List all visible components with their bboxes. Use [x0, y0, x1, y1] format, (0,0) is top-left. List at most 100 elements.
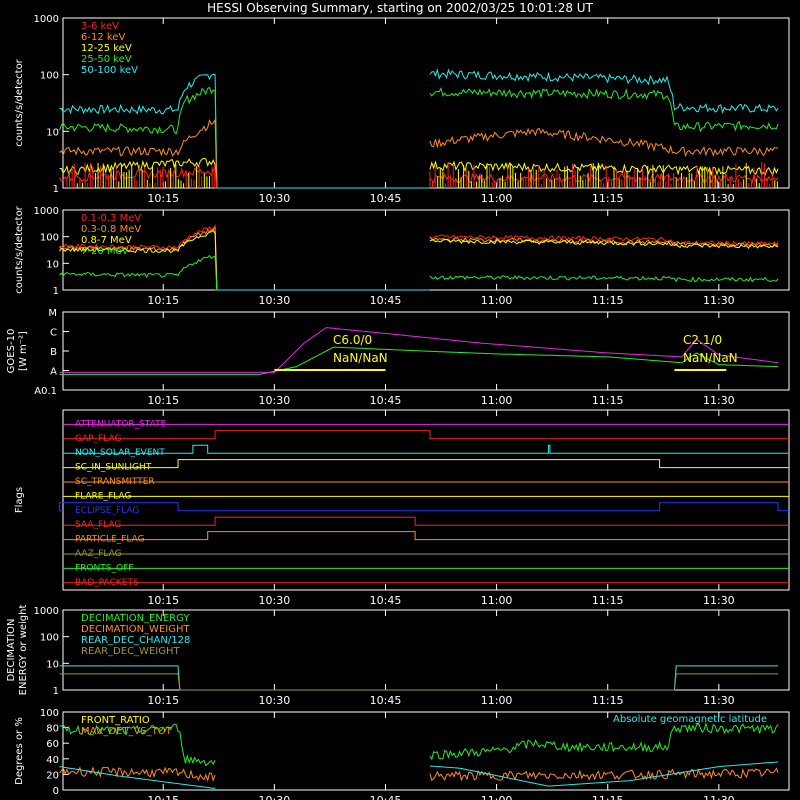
ratio-ytick-label: 60	[46, 739, 59, 750]
flags-xtick-label: 10:45	[370, 594, 402, 607]
flags-xtick-label: 10:30	[259, 594, 291, 607]
goes-annotation-1: NaN/NaN	[333, 351, 388, 365]
hi_energy-ytick-label: 1000	[34, 206, 59, 217]
goes-ytick-label: C	[50, 328, 57, 339]
ratio-xtick-label: 10:45	[370, 794, 402, 800]
hi_energy-ytick-label: 1	[53, 286, 59, 297]
lo_energy-series-3	[59, 157, 779, 189]
lo_energy-ytick-label: 1	[53, 184, 59, 195]
decimation-ytick-label: 1000	[34, 606, 59, 617]
goes-xtick-label: 10:45	[370, 394, 402, 407]
ratio-ytick-label: 20	[46, 770, 59, 781]
hi_energy-ytick-label: 100	[40, 233, 59, 244]
ratio-ytick-label: 100	[40, 708, 59, 719]
flag-line-1	[63, 430, 789, 440]
ratio-xtick-label: 11:00	[481, 794, 513, 800]
goes-xtick-label: 10:30	[259, 394, 291, 407]
goes-series-1	[59, 327, 779, 373]
decimation-ylabel: ENERGY or weight	[18, 605, 29, 696]
hi_energy-xtick-label: 10:15	[147, 294, 179, 307]
flag-label-6: ECLIPSE_FLAG	[75, 506, 139, 516]
hi_energy-xtick-label: 11:00	[481, 294, 513, 307]
goes-xtick-label: 11:15	[592, 394, 624, 407]
ratio-xtick-label: 11:30	[703, 794, 735, 800]
hi_energy-xtick-label: 11:30	[703, 294, 735, 307]
lo_energy-legend-0: 3-6 keV	[81, 21, 119, 32]
flag-line-8	[63, 531, 789, 541]
lo_energy-frame	[62, 17, 790, 189]
lo_energy-xtick-label: 10:15	[147, 192, 179, 205]
decimation-xtick-label: 10:30	[259, 694, 291, 707]
ratio-ytick-label: 0	[53, 786, 59, 797]
lo_energy-xtick-label: 10:45	[370, 192, 402, 205]
ratio-ytick-label: 40	[46, 755, 59, 766]
ratio-legend-0: FRONT_RATIO	[81, 715, 150, 726]
figure-title: HESSI Observing Summary, starting on 200…	[207, 1, 593, 15]
decimation-ylabel: DECIMATION	[6, 618, 17, 681]
hi_energy-ylabel: counts/s/detector	[14, 205, 25, 293]
lo_energy-legend-3: 25-50 keV	[81, 54, 132, 65]
flags-xtick-label: 11:30	[703, 594, 735, 607]
hi_energy-xtick-label: 10:30	[259, 294, 291, 307]
lo_energy-ylabel: counts/s/detector	[14, 58, 25, 146]
flag-line-3	[63, 459, 789, 469]
goes-ylabel: GOES-10	[6, 329, 17, 374]
hi_energy-series-3	[59, 254, 779, 291]
lo_energy-xtick-label: 11:30	[703, 192, 735, 205]
lo_energy-xtick-label: 11:00	[481, 192, 513, 205]
ratio-ylabel: Degrees or %	[14, 717, 25, 785]
lo_energy-series-4	[59, 167, 779, 189]
lo_energy-legend-4: 50-100 keV	[81, 65, 138, 76]
lo_energy-ytick-label: 10	[46, 127, 59, 138]
hi_energy-legend-0: 0.1-0.3 MeV	[81, 213, 141, 224]
goes-xtick-label: 11:30	[703, 394, 735, 407]
lo_energy-series-1	[59, 86, 779, 189]
goes-xtick-label: 11:00	[481, 394, 513, 407]
ratio-ytick-label: 80	[46, 724, 59, 735]
goes-xtick-label: 10:15	[147, 394, 179, 407]
hi_energy-xtick-label: 10:45	[370, 294, 402, 307]
ratio-xtick-label: 10:30	[259, 794, 291, 800]
lo_energy-xtick-label: 11:15	[592, 192, 624, 205]
goes-ylabel: [W m⁻²]	[18, 331, 29, 371]
ratio-legend-right: Absolute geomagnetic latitude	[613, 714, 767, 725]
hi_energy-series-0	[59, 223, 779, 291]
decimation-legend-1: DECIMATION_WEIGHT	[81, 624, 190, 635]
ratio-legend-1: MAX_DET_VS_TOT	[81, 726, 173, 737]
lo_energy-panel: 10:15 10:30 10:45 11:00 11:15 11:30 counts/s/d…	[14, 14, 790, 205]
hi_energy-panel: 10:15 10:30 10:45 11:00 11:15 11:30 counts/s/d…	[14, 205, 790, 307]
hi_energy-legend-3: 7-20 MeV	[81, 246, 129, 257]
goes-series-0	[59, 346, 779, 375]
ratio-series-0	[59, 721, 779, 767]
flag-line-7	[63, 516, 789, 526]
lo_energy-legend-1: 6-12 keV	[81, 32, 125, 43]
ratio-panel: 10:15 10:30 10:45 11:00 11:15 11:30 Degrees or…	[14, 708, 790, 800]
lo_energy-ytick-label: 1000	[34, 14, 59, 25]
goes-ytick-label: A0.1	[34, 386, 57, 397]
goes-ytick-label: M	[48, 308, 57, 319]
decimation-legend-3: REAR_DEC_WEIGHT	[81, 646, 180, 657]
decimation-xtick-label: 11:30	[703, 694, 735, 707]
goes-annotation-0: C6.0/0	[333, 333, 372, 347]
decimation-xtick-label: 11:15	[592, 694, 624, 707]
hi_energy-series-2	[59, 229, 779, 291]
goes-panel: 10:15 10:30 10:45 11:00 11:15 11:30 GOES-10 [W …	[6, 308, 790, 407]
hi_energy-legend-2: 0.8-7 MeV	[81, 235, 132, 246]
ratio-series-2	[59, 761, 779, 789]
flags-xtick-label: 11:00	[481, 594, 513, 607]
flags-frame	[62, 409, 790, 591]
decimation-ytick-label: 1	[53, 686, 59, 697]
lo_energy-series-0	[59, 68, 779, 189]
decimation-ytick-label: 10	[46, 659, 59, 670]
decimation-xtick-label: 10:15	[147, 694, 179, 707]
lo_energy-xtick-label: 10:30	[259, 192, 291, 205]
flags-xtick-label: 10:15	[147, 594, 179, 607]
goes-ytick-label: A	[50, 367, 57, 378]
decimation-legend-0: DECIMATION_ENERGY	[81, 613, 190, 624]
flag-line-6	[59, 502, 789, 512]
hi_energy-ytick-label: 10	[46, 259, 59, 270]
decimation-series-0	[59, 665, 779, 691]
flags-panel: 10:15 10:30 10:45 11:00 11:15 11:30FlagsATTEN…	[14, 409, 790, 607]
decimation-series-1	[59, 673, 779, 691]
